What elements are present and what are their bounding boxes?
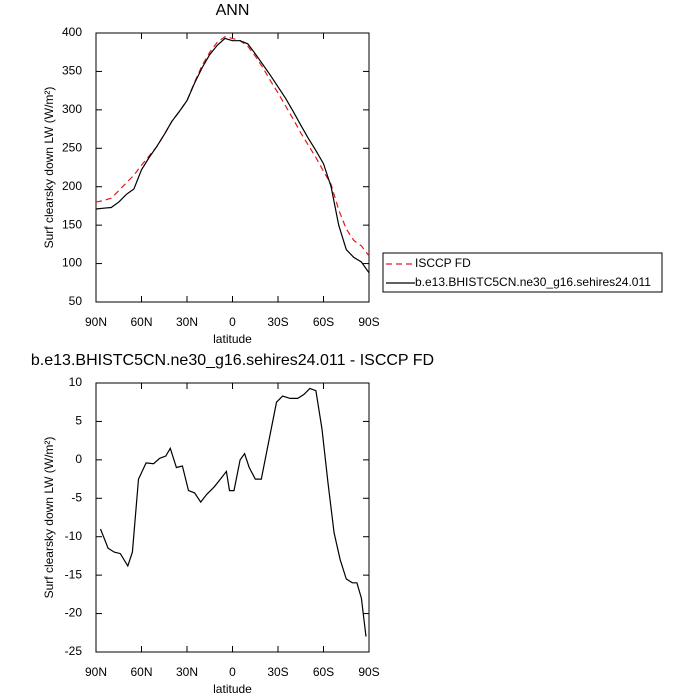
y-tick-label: -10 xyxy=(65,529,83,543)
y-tick-label: 200 xyxy=(62,179,82,193)
x-tick-label: 30N xyxy=(176,665,198,679)
x-axis-label: latitude xyxy=(213,682,252,696)
legend-label: b.e13.BHISTC5CN.ne30_g16.sehires24.011 xyxy=(415,275,651,289)
y-tick-label: 10 xyxy=(69,375,83,389)
y-axis-label: Surf clearsky down LW (W/m²) xyxy=(42,87,56,249)
plot-frame xyxy=(95,32,370,303)
y-tick-label: 350 xyxy=(62,64,82,78)
y-tick-label: 400 xyxy=(62,25,82,39)
x-tick-label: 60S xyxy=(313,315,334,329)
x-tick-label: 0 xyxy=(229,315,236,329)
x-tick-label: 30S xyxy=(267,315,288,329)
y-tick-label: -5 xyxy=(71,490,82,504)
y-tick-label: 300 xyxy=(62,102,82,116)
x-axis-label: latitude xyxy=(213,332,252,346)
y-tick-label: 150 xyxy=(62,217,82,231)
y-tick-label: -25 xyxy=(65,644,83,658)
x-tick-label: 90N xyxy=(85,665,107,679)
x-tick-label: 60N xyxy=(130,665,152,679)
x-tick-label: 30S xyxy=(267,665,288,679)
y-tick-label: -15 xyxy=(65,567,83,581)
x-tick-label: 90N xyxy=(85,315,107,329)
chart-title: b.e13.BHISTC5CN.ne30_g16.sehires24.011 -… xyxy=(31,352,434,369)
x-tick-label: 30N xyxy=(176,315,198,329)
y-axis-label: Surf clearsky down LW (W/m²) xyxy=(42,437,56,599)
x-tick-label: 60S xyxy=(313,665,334,679)
x-tick-label: 0 xyxy=(229,665,236,679)
legend-label: ISCCP FD xyxy=(415,256,471,270)
y-tick-label: 0 xyxy=(75,452,82,466)
x-tick-label: 60N xyxy=(130,315,152,329)
chart-title: ANN xyxy=(216,2,250,19)
data-line xyxy=(95,36,370,257)
y-tick-label: 250 xyxy=(62,140,82,154)
data-line xyxy=(99,387,367,637)
y-tick-label: -20 xyxy=(65,606,83,620)
x-tick-label: 90S xyxy=(358,315,379,329)
y-tick-label: 5 xyxy=(75,414,82,428)
y-tick-label: 50 xyxy=(69,294,83,308)
y-tick-label: 100 xyxy=(62,256,82,270)
legend-box xyxy=(382,252,663,293)
x-tick-label: 90S xyxy=(358,665,379,679)
data-line xyxy=(95,37,370,274)
plot-frame xyxy=(95,382,370,653)
